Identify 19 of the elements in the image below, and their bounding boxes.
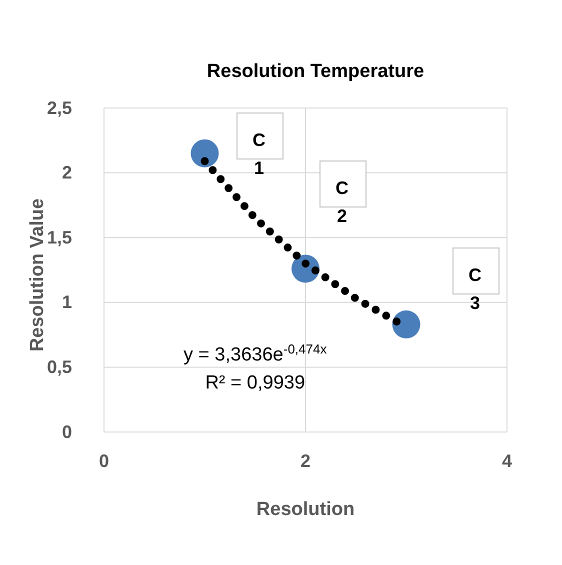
annotation: y = 3,3636e$^{-0,474x}$ [184,341,328,366]
annotation: C 3 [468,265,482,313]
point [392,310,420,338]
point [190,139,219,168]
y-tick-label: 0 [62,422,72,442]
x-axis-title: Resolution [256,499,355,520]
annotation: C 1 [252,130,266,178]
y-tick-label: 0,5 [46,356,72,377]
annotation: R² = 0,9939 [205,372,306,394]
x-tick-label: 2 [300,450,311,471]
y-tick-label: 2 [62,162,72,183]
y-tick-label: 1,5 [46,227,72,248]
x-tick-label: 4 [502,450,512,471]
x-tick-label: 0 [98,450,110,471]
chart-title: Resolution Temperature [206,61,424,82]
y-tick-label: 1 [62,292,72,312]
y-tick-label: 2,5 [46,98,72,118]
y-axis-title: Resolution Value [27,198,48,352]
annotation: C 2 [336,178,348,226]
